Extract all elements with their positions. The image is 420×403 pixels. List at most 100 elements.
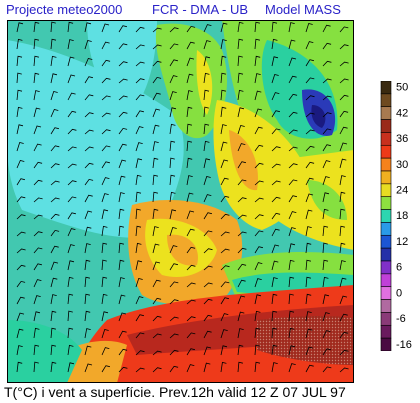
wind-barb <box>152 27 162 33</box>
legend-swatch <box>380 209 392 223</box>
wind-barb <box>271 163 281 169</box>
wind-barb <box>203 56 211 67</box>
wind-barb <box>101 77 111 84</box>
wind-barb <box>203 282 213 288</box>
legend-label: 50 <box>396 82 408 94</box>
wind-barb <box>254 262 263 271</box>
wind-barb <box>186 210 195 220</box>
wind-barb <box>186 299 196 305</box>
legend-swatch <box>380 183 392 198</box>
wind-barb <box>203 140 210 152</box>
wind-barb <box>33 214 43 220</box>
wind-barb <box>118 43 128 50</box>
wind-barb <box>339 260 346 271</box>
wind-barb <box>50 294 57 305</box>
wind-barb <box>220 177 229 186</box>
wind-barb <box>33 21 40 33</box>
wind-barb <box>339 242 346 254</box>
wind-barb <box>322 78 332 84</box>
wind-barb <box>288 276 295 288</box>
wind-barb <box>288 211 297 220</box>
wind-barb <box>203 123 210 135</box>
wind-barb <box>101 311 109 322</box>
wind-barb <box>118 330 127 339</box>
wind-barb <box>220 106 227 118</box>
wind-barb <box>186 282 196 288</box>
wind-barb <box>305 311 312 322</box>
wind-barb <box>67 362 75 373</box>
legend-swatch <box>380 119 392 133</box>
wind-barb <box>33 231 43 237</box>
wind-barb <box>101 193 109 203</box>
wind-barb <box>339 94 349 101</box>
wind-barb <box>101 276 108 288</box>
wind-barb <box>84 328 91 339</box>
wind-barb <box>339 349 349 356</box>
wind-barb <box>152 174 158 186</box>
wind-barb <box>305 346 314 356</box>
wind-barb <box>16 89 23 101</box>
wind-barb <box>169 191 176 203</box>
wind-barb <box>203 194 212 203</box>
legend-swatch <box>380 273 392 288</box>
wind-barb <box>186 123 192 135</box>
wind-barb <box>254 144 264 152</box>
wind-barb <box>203 72 210 84</box>
wind-barb <box>67 260 75 271</box>
wind-barb <box>254 278 262 288</box>
wind-barb <box>50 21 56 33</box>
wind-barb <box>237 328 244 339</box>
wind-barb <box>271 344 278 356</box>
wind-barb <box>135 126 144 135</box>
wind-barb <box>135 61 145 67</box>
wind-barb <box>254 126 263 135</box>
wind-barb <box>339 208 345 220</box>
wind-barb <box>152 315 162 322</box>
wind-barb <box>50 91 58 101</box>
wind-barb <box>169 157 175 169</box>
wind-barb <box>169 174 176 186</box>
wind-barb <box>339 277 347 288</box>
wind-barb <box>271 362 278 373</box>
wind-barb <box>152 350 162 356</box>
wind-barb <box>152 92 161 101</box>
legend-label: 0 <box>396 287 402 299</box>
wind-barb <box>152 333 162 339</box>
wind-barb <box>84 363 93 373</box>
wind-barb <box>118 277 125 288</box>
institutes-label: FCR - DMA - UB <box>152 2 249 17</box>
wind-barb <box>322 242 328 254</box>
wind-barb <box>50 277 58 288</box>
wind-barb <box>84 40 92 50</box>
wind-barb <box>67 74 76 84</box>
wind-barb <box>135 44 145 50</box>
wind-barb <box>322 348 331 356</box>
wind-barb <box>288 129 298 135</box>
wind-barb <box>339 295 348 305</box>
wind-barb <box>288 363 296 373</box>
wind-barb <box>220 195 230 203</box>
wind-barb <box>16 214 26 220</box>
wind-barb <box>288 93 298 101</box>
wind-barb <box>305 77 315 84</box>
wind-barb <box>50 109 59 118</box>
wind-barb <box>271 128 281 135</box>
wind-barb <box>152 279 161 288</box>
wind-barb <box>169 365 179 373</box>
wind-barb <box>135 242 142 254</box>
legend-swatch <box>380 132 392 146</box>
wind-barb <box>118 225 124 237</box>
wind-barb <box>339 61 349 67</box>
wind-barb <box>152 44 162 50</box>
wind-barb <box>322 294 330 305</box>
legend-swatch <box>380 196 392 210</box>
wind-barb <box>271 180 281 186</box>
wind-barb <box>254 55 261 67</box>
model-label: Model MASS <box>265 2 341 17</box>
wind-barb <box>135 314 144 322</box>
legend-label: 42 <box>396 107 408 119</box>
wind-barb <box>16 328 24 339</box>
wind-barb <box>339 44 349 50</box>
wind-barb <box>101 95 111 101</box>
wind-barb <box>33 143 42 152</box>
